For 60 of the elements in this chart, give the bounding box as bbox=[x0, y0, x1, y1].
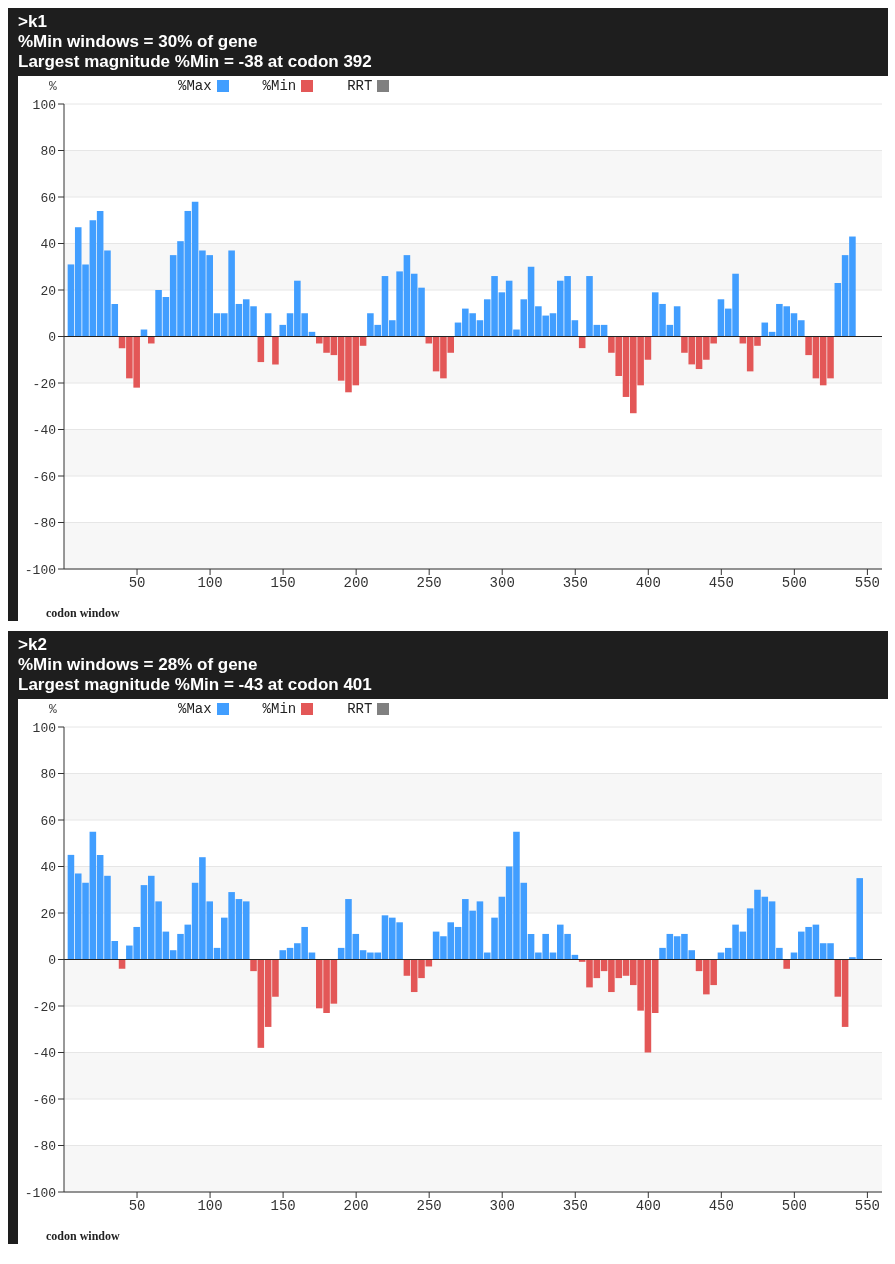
y-tick-label: -100 bbox=[24, 562, 56, 578]
y-tick-label: 100 bbox=[32, 97, 56, 113]
text: Largest magnitude %Min = -38 at codon 392 bbox=[18, 52, 373, 72]
y-tick-label: 20 bbox=[40, 283, 56, 299]
legend-label: %Min bbox=[262, 78, 297, 94]
x-tick-label: 250 bbox=[416, 1197, 442, 1214]
x-tick-label: 150 bbox=[270, 574, 296, 591]
y-tick-label: -20 bbox=[32, 376, 56, 392]
x-tick-label: 450 bbox=[708, 1197, 734, 1214]
y-tick-label: -60 bbox=[32, 1092, 56, 1108]
y-tick-label: 80 bbox=[40, 767, 56, 783]
chart-subtitle: %Min windows = 28% of gene bbox=[18, 655, 259, 675]
x-tick-label: 100 bbox=[197, 1197, 223, 1214]
x-tick-label: 550 bbox=[854, 574, 880, 591]
y-tick-label: 40 bbox=[40, 860, 56, 876]
y-tick-label: 60 bbox=[40, 190, 56, 206]
chart-title: >k1 bbox=[18, 12, 48, 32]
x-tick-label: 100 bbox=[197, 574, 223, 591]
legend-label: %Max bbox=[178, 701, 212, 717]
x-tick-label: 50 bbox=[128, 1197, 146, 1214]
y-tick-label: 20 bbox=[40, 906, 56, 922]
y-tick-label: 40 bbox=[40, 237, 56, 253]
y-tick-label: 0 bbox=[48, 330, 56, 346]
y-tick-label: -40 bbox=[32, 1046, 56, 1062]
y-tick-label: -40 bbox=[32, 423, 56, 439]
y-tick-label: -100 bbox=[24, 1185, 56, 1201]
x-tick-label: 550 bbox=[854, 1197, 880, 1214]
x-tick-label: 350 bbox=[562, 574, 588, 591]
y-tick-label: 100 bbox=[32, 720, 56, 736]
y-axis-title: % bbox=[48, 701, 58, 717]
x-tick-label: 150 bbox=[270, 1197, 296, 1214]
legend-label: %Min bbox=[262, 701, 297, 717]
x-tick-label: 300 bbox=[489, 574, 515, 591]
text: Largest magnitude %Min = -43 at codon 401 bbox=[18, 675, 373, 695]
x-tick-label: 400 bbox=[635, 1197, 661, 1214]
x-tick-label: 400 bbox=[635, 574, 661, 591]
x-tick-label: 250 bbox=[416, 574, 442, 591]
legend-label: %Max bbox=[178, 78, 212, 94]
y-tick-label: 60 bbox=[40, 813, 56, 829]
y-axis-title: % bbox=[48, 78, 58, 94]
x-tick-label: 350 bbox=[562, 1197, 588, 1214]
x-tick-label: 200 bbox=[343, 1197, 369, 1214]
y-tick-label: -80 bbox=[32, 516, 56, 532]
y-tick-label: 80 bbox=[40, 144, 56, 160]
y-tick-label: -80 bbox=[32, 1139, 56, 1155]
x-axis-title: codon window bbox=[46, 606, 121, 620]
chart-subtitle: %Min windows = 30% of gene bbox=[18, 32, 259, 52]
y-tick-label: -20 bbox=[32, 999, 56, 1015]
y-tick-label: -60 bbox=[32, 469, 56, 485]
x-tick-label: 300 bbox=[489, 1197, 515, 1214]
x-tick-label: 200 bbox=[343, 574, 369, 591]
chart-title: >k2 bbox=[18, 635, 48, 655]
x-tick-label: 50 bbox=[128, 574, 146, 591]
x-tick-label: 450 bbox=[708, 574, 734, 591]
x-axis-title: codon window bbox=[46, 1229, 121, 1243]
legend-label: RRT bbox=[347, 701, 373, 717]
x-tick-label: 500 bbox=[781, 1197, 807, 1214]
legend-label: RRT bbox=[347, 78, 373, 94]
x-tick-label: 500 bbox=[781, 574, 807, 591]
y-tick-label: 0 bbox=[48, 953, 56, 969]
